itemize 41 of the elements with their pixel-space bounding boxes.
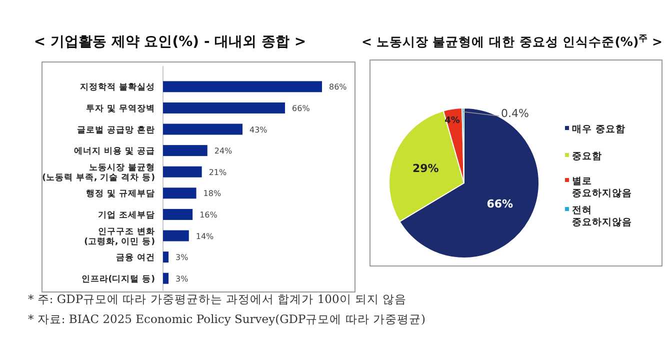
data-label: 16% <box>200 210 218 220</box>
y-tick-label: 금융 여건 <box>116 253 155 264</box>
data-label: 66% <box>486 197 514 210</box>
data-label: 14% <box>196 232 214 241</box>
data-label: 29% <box>412 162 439 175</box>
data-label: 66% <box>292 104 310 113</box>
y-tick-label: 글로벌 공급망 혼란 <box>77 125 155 136</box>
data-label: 24% <box>214 146 233 156</box>
legend-label: 중요함 <box>572 151 602 162</box>
data-label: 3% <box>176 253 189 262</box>
data-label: 43% <box>250 125 268 134</box>
bar <box>163 208 193 220</box>
legend-label: 별로 중요하지않음 <box>572 176 632 199</box>
data-label: 3% <box>176 274 189 284</box>
y-tick-label: 행정 및 규제부담 <box>86 189 155 200</box>
bar <box>163 188 196 199</box>
legend-label: 매우 중요함 <box>572 124 626 135</box>
text: * 자료: BIAC 2025 Economic Policy Survey(GDP규모에 따라 가중평균) <box>28 312 426 326</box>
bar <box>163 124 242 135</box>
data-label: 18% <box>203 189 222 198</box>
bar <box>163 252 169 263</box>
chart-title: < 기업활동 제약 요인(%) - 대내외 종합 > <box>34 34 306 50</box>
y-tick-label: 기업 조세부담 <box>98 210 155 220</box>
chart-title: < 노동시장 불균형에 대한 중요성 인식수준(%)$^{주}$ > <box>361 34 663 49</box>
data-label: 21% <box>208 168 228 177</box>
legend-label: 전혀 중요하지않음 <box>572 205 632 228</box>
y-tick-label: 에너지 비용 및 공급 <box>74 146 155 157</box>
bar <box>163 102 286 114</box>
y-tick-label: 투자 및 무역장벽 <box>86 104 155 114</box>
bar <box>163 81 322 92</box>
data-label: 86% <box>329 82 348 92</box>
bar <box>163 272 169 284</box>
bar <box>163 230 189 242</box>
y-tick-label: 인구구조 변화 (고령화, 이민 등) <box>84 226 156 247</box>
y-tick-label: 지정학적 불확실성 <box>79 82 155 93</box>
y-tick-label: 인프라(디지털 등) <box>81 274 156 284</box>
text: * 주: GDP규모에 따라 가중평균하는 과정에서 합계가 100이 되지 않음 <box>28 292 407 306</box>
data-label: 0.4% <box>501 107 529 120</box>
y-tick-label: 노동시장 불균형 (노동력 부족, 기술 격차 등) <box>42 162 156 183</box>
bar <box>163 166 202 178</box>
bar <box>163 145 208 156</box>
